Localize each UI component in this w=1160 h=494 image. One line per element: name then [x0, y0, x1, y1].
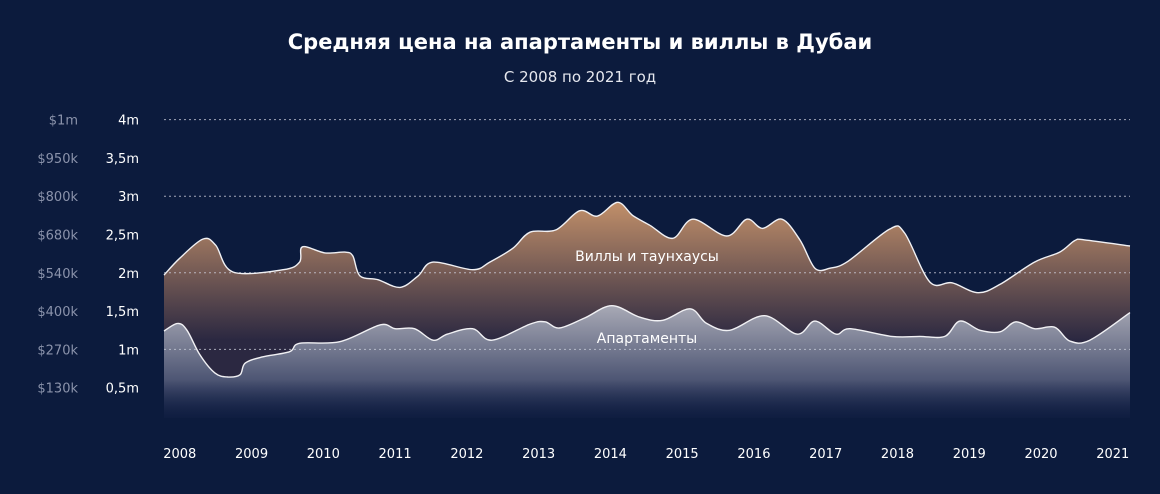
x-tick-label: 2011 — [379, 447, 412, 462]
y-tick-label-usd: $800k — [37, 190, 78, 205]
chart-subtitle: С 2008 по 2021 год — [503, 68, 657, 86]
x-tick-label: 2012 — [450, 447, 483, 462]
x-tick-label: 2020 — [1024, 447, 1057, 462]
x-tick-label: 2017 — [809, 447, 842, 462]
x-tick-label: 2021 — [1096, 447, 1129, 462]
x-tick-label: 2015 — [666, 447, 699, 462]
y-tick-label-aed: 3m — [118, 190, 139, 205]
apartments-line — [163, 304, 1131, 378]
y-tick-label-usd: $1m — [49, 114, 78, 129]
villas-line — [163, 201, 1131, 294]
y-tick-label-usd: $950k — [37, 152, 78, 167]
y-tick-label-usd: $130k — [37, 382, 78, 397]
y-tick-label-aed: 3,5m — [106, 152, 139, 167]
x-tick-label: 2010 — [307, 447, 340, 462]
y-tick-label-usd: $540k — [37, 267, 78, 282]
y-tick-label-aed: 1,5m — [106, 305, 139, 320]
y-tick-label-aed: 0,5m — [106, 382, 139, 397]
x-tick-label: 2014 — [594, 447, 627, 462]
y-tick-label-usd: $400k — [37, 305, 78, 320]
y-tick-label-aed: 2,5m — [106, 229, 139, 244]
x-tick-label: 2009 — [235, 447, 268, 462]
y-tick-label-usd: $680k — [37, 229, 78, 244]
apartments-series-label: Апартаменты — [597, 331, 697, 347]
x-tick-label: 2018 — [881, 447, 914, 462]
x-tick-label: 2008 — [163, 447, 196, 462]
y-tick-label-usd: $270k — [37, 343, 78, 358]
y-tick-label-aed: 4m — [118, 114, 139, 129]
villas-series-label: Виллы и таунхаусы — [575, 249, 719, 265]
x-tick-label: 2013 — [522, 447, 555, 462]
y-tick-label-aed: 2m — [118, 267, 139, 282]
x-tick-label: 2019 — [953, 447, 986, 462]
bottom-fade — [164, 370, 1130, 418]
x-tick-label: 2016 — [737, 447, 770, 462]
chart-title: Средняя цена на апартаменты и виллы в Ду… — [287, 30, 873, 54]
y-tick-label-aed: 1m — [118, 343, 139, 358]
